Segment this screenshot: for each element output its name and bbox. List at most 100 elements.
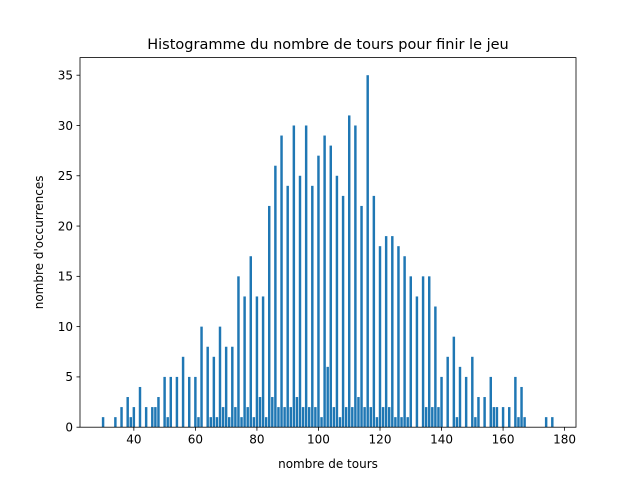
- x-tick-label: 160: [492, 433, 515, 447]
- histogram-bar: [388, 407, 391, 428]
- histogram-bar: [446, 356, 449, 428]
- histogram-bar: [298, 175, 302, 428]
- histogram-bar: [166, 417, 169, 428]
- histogram-bar: [228, 417, 231, 428]
- x-tick-label: 180: [553, 433, 576, 447]
- histogram-bar: [348, 115, 351, 428]
- histogram-bar: [495, 407, 499, 428]
- histogram-bar: [403, 256, 406, 428]
- chart-title: Histogramme du nombre de tours pour fini…: [147, 37, 509, 53]
- histogram-bar: [437, 407, 440, 428]
- y-tick-label: 5: [65, 370, 73, 384]
- histogram-bar: [363, 407, 366, 428]
- histogram-bar: [369, 407, 372, 428]
- histogram-bar: [120, 407, 123, 428]
- histogram-bar: [157, 397, 160, 428]
- histogram-bar: [489, 376, 492, 428]
- histogram-bar: [200, 326, 203, 428]
- histogram-bar: [169, 376, 172, 428]
- histogram-bar: [271, 397, 274, 428]
- x-tick-label: 80: [249, 433, 264, 447]
- histogram-bar: [317, 155, 320, 428]
- histogram-bar: [357, 397, 360, 428]
- histogram-bar: [144, 407, 148, 428]
- histogram-bar: [428, 276, 431, 428]
- histogram-bar: [151, 407, 154, 428]
- histogram-bar: [188, 376, 191, 428]
- histogram-bar: [344, 407, 348, 428]
- histogram-bar: [452, 336, 456, 428]
- histogram-bar: [129, 417, 132, 428]
- histogram-bar: [274, 165, 277, 428]
- histogram-bar: [249, 256, 252, 428]
- histogram-bar: [292, 125, 296, 428]
- histogram-bar: [474, 417, 477, 428]
- histogram-bar: [372, 195, 376, 428]
- histogram-bar: [381, 407, 385, 428]
- x-tick-label: 100: [307, 433, 330, 447]
- histogram-bar: [360, 205, 363, 428]
- histogram-bar: [261, 296, 265, 428]
- histogram-bar: [431, 407, 434, 428]
- y-tick-label: 20: [58, 219, 73, 233]
- histogram-bar: [101, 417, 105, 428]
- histogram-bar: [492, 407, 496, 428]
- histogram-bar: [240, 417, 243, 428]
- histogram-bar: [424, 407, 428, 428]
- y-tick-label: 30: [58, 119, 73, 133]
- histogram-bar: [320, 417, 323, 428]
- histogram-bar: [384, 236, 388, 428]
- y-axis-ticks: 0 5 10 15 20 25 30 35: [58, 69, 80, 435]
- histogram-bar: [517, 417, 520, 428]
- histogram-bar: [341, 195, 345, 428]
- histogram-bar: [243, 296, 246, 428]
- histogram-bar: [252, 417, 256, 428]
- bars-group: [101, 75, 554, 428]
- histogram-bar: [400, 417, 403, 428]
- histogram-bar: [114, 417, 117, 428]
- histogram-bar: [329, 145, 332, 428]
- x-tick-label: 60: [188, 433, 203, 447]
- histogram-bar: [215, 417, 219, 428]
- histogram-bar: [508, 407, 511, 428]
- histogram-bar: [286, 185, 289, 428]
- histogram-bar: [126, 397, 129, 428]
- x-tick-label: 120: [369, 433, 392, 447]
- plot-frame: [79, 57, 577, 428]
- histogram-bar: [154, 407, 157, 428]
- histogram-bar: [421, 276, 425, 428]
- histogram-bar: [544, 417, 548, 428]
- histogram-bar: [551, 417, 554, 428]
- histogram-bar: [212, 356, 216, 428]
- x-tick-label: 40: [126, 433, 141, 447]
- histogram-bar: [181, 356, 185, 428]
- histogram-bar: [268, 205, 271, 428]
- histogram-bar: [477, 397, 480, 428]
- histogram-bar: [206, 346, 209, 428]
- histogram-bar: [501, 407, 505, 428]
- histogram-bar: [258, 397, 262, 428]
- histogram-bar: [338, 417, 342, 428]
- histogram-bar: [394, 417, 397, 428]
- histogram-bar: [209, 417, 212, 428]
- histogram-bar: [234, 407, 237, 428]
- histogram-bar: [132, 407, 136, 428]
- histogram-bar: [464, 376, 468, 428]
- histogram-bar: [314, 407, 317, 428]
- histogram-bar: [264, 417, 268, 428]
- histogram-bar: [520, 386, 523, 428]
- histogram-bar: [221, 407, 225, 428]
- histogram-bar: [440, 376, 443, 428]
- x-tick-label: 140: [430, 433, 453, 447]
- histogram-bar: [237, 276, 240, 428]
- histogram-bar: [311, 185, 314, 428]
- histogram-bar: [295, 397, 299, 428]
- histogram-bar: [283, 407, 286, 428]
- histogram-bar: [375, 417, 379, 428]
- histogram-bar: [224, 346, 228, 428]
- y-tick-label: 25: [58, 169, 73, 183]
- histogram-bar: [415, 296, 419, 428]
- histogram-bar: [458, 366, 462, 428]
